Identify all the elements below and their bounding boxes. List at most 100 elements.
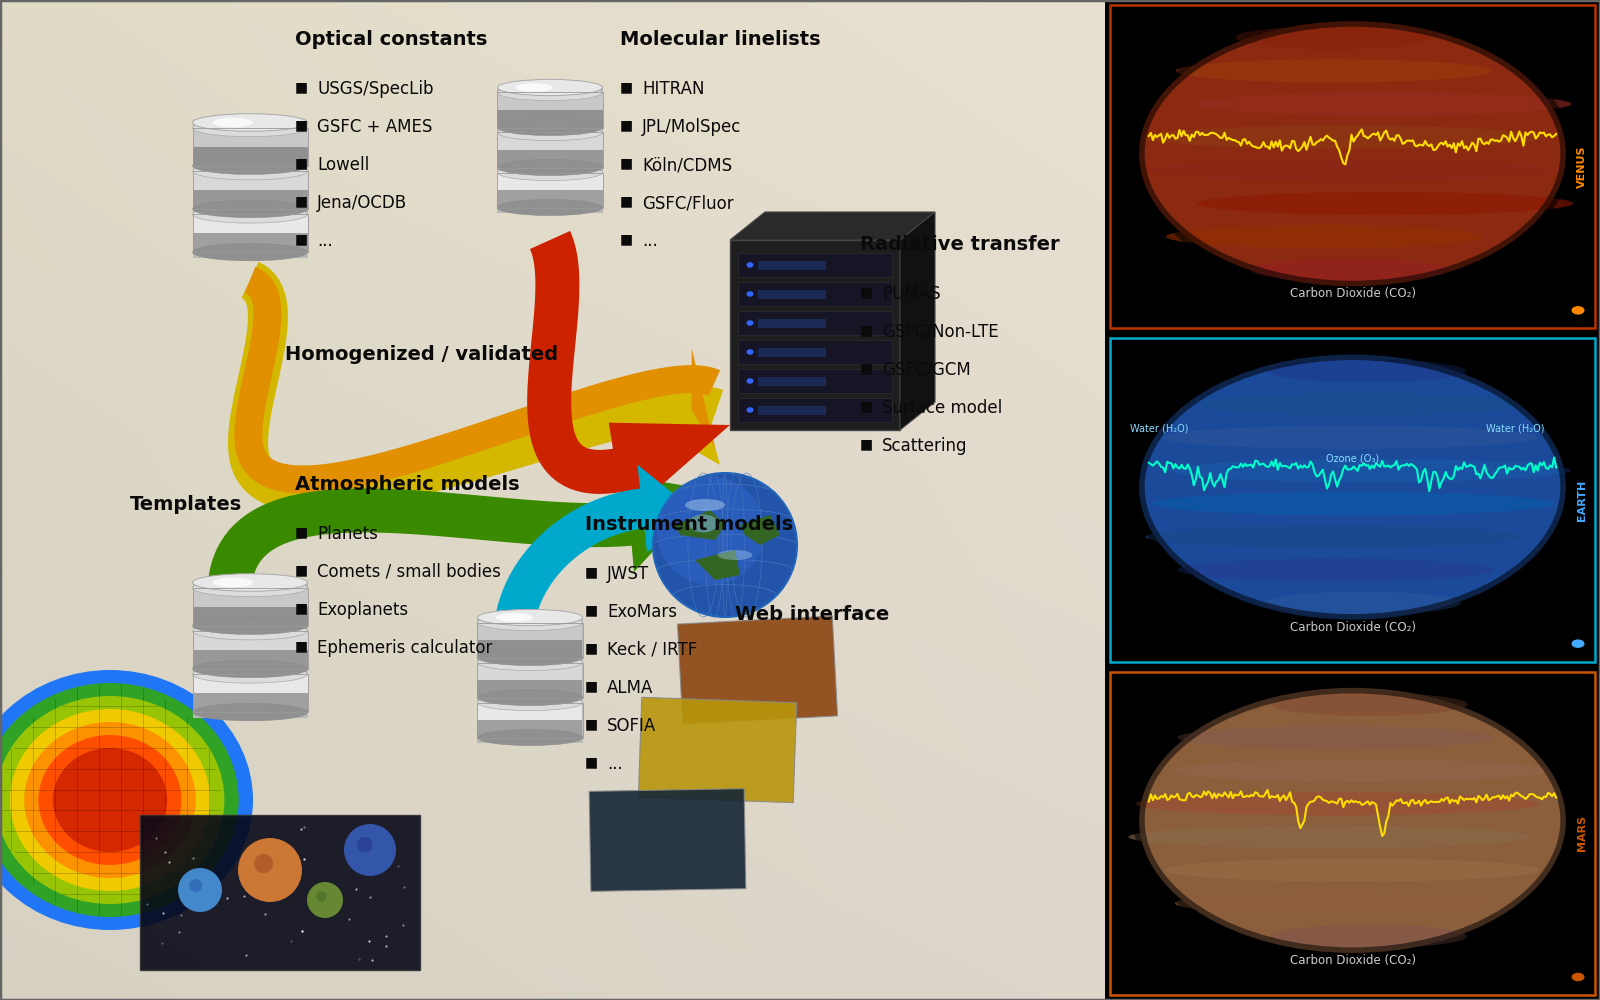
Ellipse shape (498, 79, 603, 96)
Polygon shape (638, 697, 797, 803)
Ellipse shape (1168, 459, 1570, 482)
Text: ...: ... (317, 232, 333, 250)
Text: ■: ■ (621, 80, 634, 94)
Ellipse shape (653, 473, 797, 617)
Ellipse shape (254, 854, 274, 873)
FancyBboxPatch shape (192, 171, 307, 190)
Text: ■: ■ (861, 399, 874, 413)
Text: ■: ■ (294, 232, 309, 246)
Ellipse shape (53, 748, 168, 852)
Ellipse shape (1162, 426, 1538, 449)
FancyBboxPatch shape (758, 319, 826, 328)
Text: EARTH: EARTH (1578, 479, 1587, 521)
Text: ■: ■ (861, 361, 874, 375)
Ellipse shape (1250, 258, 1446, 281)
Ellipse shape (189, 879, 202, 892)
Text: ■: ■ (294, 156, 309, 170)
Text: ...: ... (642, 232, 658, 250)
Ellipse shape (477, 614, 582, 631)
Polygon shape (626, 476, 710, 572)
Ellipse shape (192, 660, 307, 678)
Ellipse shape (1264, 591, 1461, 615)
Text: Köln/CDMS: Köln/CDMS (642, 156, 733, 174)
FancyBboxPatch shape (738, 282, 893, 306)
Ellipse shape (498, 199, 603, 216)
Ellipse shape (498, 119, 603, 136)
Polygon shape (691, 362, 720, 465)
Text: ■: ■ (294, 194, 309, 208)
Text: ■: ■ (294, 601, 309, 615)
Ellipse shape (1149, 159, 1550, 182)
Polygon shape (208, 488, 661, 688)
Ellipse shape (685, 499, 725, 511)
Text: USGS/SpecLib: USGS/SpecLib (317, 80, 434, 98)
Ellipse shape (344, 824, 397, 876)
FancyBboxPatch shape (730, 240, 899, 430)
Ellipse shape (1174, 892, 1491, 915)
Text: Surface model: Surface model (882, 399, 1002, 417)
Ellipse shape (24, 722, 195, 878)
Ellipse shape (192, 119, 307, 137)
Ellipse shape (1166, 225, 1483, 248)
Ellipse shape (192, 622, 307, 640)
FancyBboxPatch shape (192, 233, 307, 252)
FancyBboxPatch shape (141, 815, 419, 970)
Ellipse shape (498, 84, 603, 101)
Ellipse shape (690, 514, 718, 532)
Text: ■: ■ (621, 118, 634, 132)
Text: Exoplanets: Exoplanets (317, 601, 408, 619)
Ellipse shape (498, 164, 603, 181)
Text: ■: ■ (586, 641, 598, 655)
Ellipse shape (192, 574, 307, 591)
FancyBboxPatch shape (477, 720, 582, 737)
Text: Planets: Planets (317, 525, 378, 543)
Text: Water (H₂O): Water (H₂O) (1130, 424, 1189, 434)
Ellipse shape (192, 666, 307, 683)
Ellipse shape (747, 349, 754, 355)
Text: Lowell: Lowell (317, 156, 370, 174)
FancyBboxPatch shape (498, 150, 603, 168)
Ellipse shape (317, 891, 326, 902)
Text: ALMA: ALMA (606, 679, 653, 697)
Ellipse shape (498, 124, 603, 141)
Text: MARS: MARS (1578, 815, 1587, 851)
Polygon shape (498, 88, 603, 213)
Ellipse shape (192, 162, 307, 180)
Text: Scattering: Scattering (882, 437, 968, 455)
Ellipse shape (1571, 306, 1584, 315)
FancyBboxPatch shape (498, 172, 603, 190)
Text: Web interface: Web interface (734, 605, 890, 624)
FancyBboxPatch shape (498, 110, 603, 127)
Ellipse shape (192, 206, 307, 223)
Ellipse shape (357, 837, 373, 853)
Text: ■: ■ (586, 717, 598, 731)
FancyBboxPatch shape (758, 348, 826, 357)
Polygon shape (493, 488, 658, 710)
Text: Instrument models: Instrument models (586, 515, 794, 534)
Ellipse shape (496, 613, 533, 622)
Text: Optical constants: Optical constants (294, 30, 488, 49)
Ellipse shape (0, 683, 238, 917)
Text: ExoMars: ExoMars (606, 603, 677, 621)
FancyBboxPatch shape (758, 261, 826, 270)
Text: ■: ■ (294, 118, 309, 132)
Text: ■: ■ (621, 232, 634, 246)
Ellipse shape (1152, 492, 1555, 515)
Text: Homogenized / validated: Homogenized / validated (285, 345, 558, 364)
Text: HITRAN: HITRAN (642, 80, 704, 98)
Text: ■: ■ (294, 639, 309, 653)
FancyBboxPatch shape (477, 622, 582, 640)
FancyBboxPatch shape (758, 406, 826, 415)
FancyBboxPatch shape (1110, 5, 1595, 328)
Ellipse shape (1146, 525, 1522, 548)
Ellipse shape (1136, 792, 1538, 815)
Ellipse shape (1165, 859, 1541, 882)
Text: Water (H₂O): Water (H₂O) (1486, 424, 1546, 434)
Text: ■: ■ (621, 156, 634, 170)
Text: Molecular linelists: Molecular linelists (621, 30, 821, 49)
Text: ■: ■ (586, 755, 598, 769)
Polygon shape (694, 550, 739, 580)
FancyBboxPatch shape (192, 147, 307, 166)
FancyBboxPatch shape (1106, 0, 1600, 1000)
Text: Keck / IRTF: Keck / IRTF (606, 641, 698, 659)
